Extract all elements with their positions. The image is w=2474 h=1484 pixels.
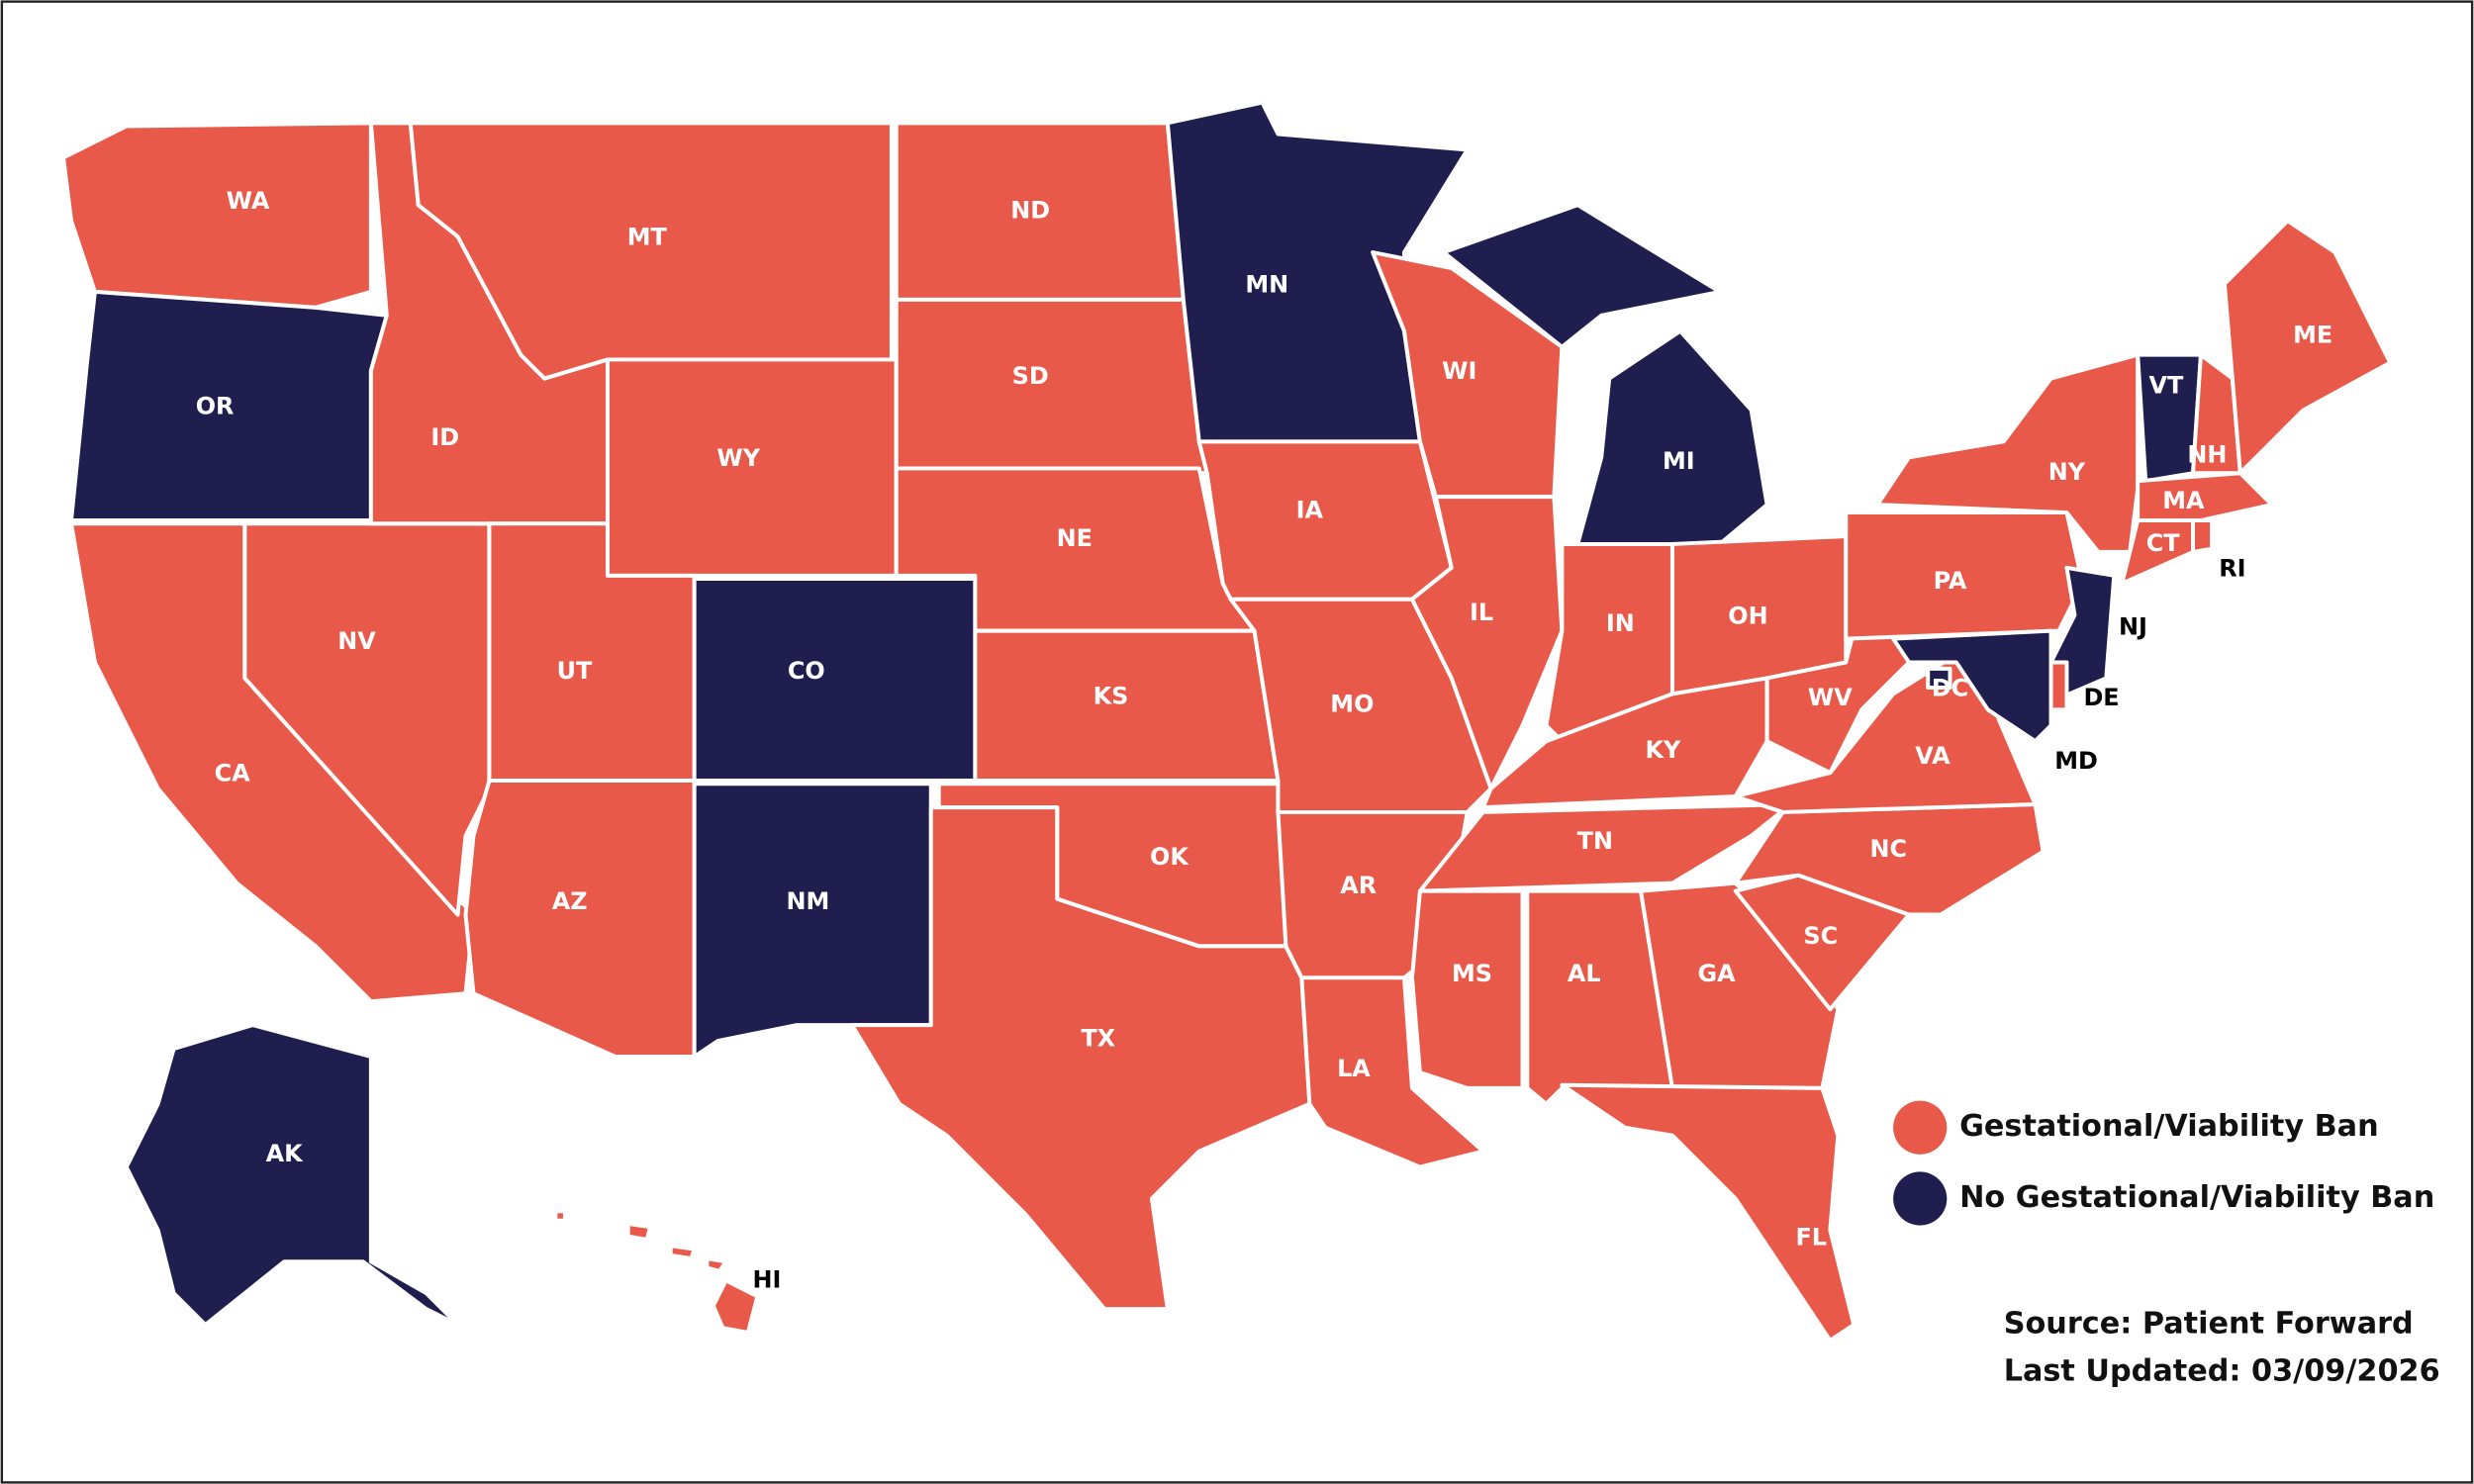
state [1480,676,1769,810]
state-label: RI [2219,554,2245,582]
state [692,782,933,1060]
state [2222,219,2393,476]
state-label: DC [1932,675,1968,702]
state [1891,628,2053,744]
source: Source: Patient Forward [2004,1307,2414,1342]
state [1417,801,1793,893]
state-label: LA [1337,1055,1371,1082]
state-label: NH [2187,441,2227,469]
state-label: MD [2054,747,2098,775]
last-updated: Last Updated: 03/09/2026 [2004,1353,2440,1388]
state-label: OR [196,392,235,419]
state-label: PA [1934,567,1967,595]
legend-label: Gestational/Viability Ban [1959,1109,2379,1144]
state-label: TN [1577,827,1613,855]
state-label: SC [1803,922,1838,950]
state-label: MS [1452,960,1492,987]
state [1875,352,2141,554]
state-label: ND [1010,197,1050,225]
legend-label: No Gestational/Viability Ban [1959,1180,2434,1215]
state-label: KS [1094,683,1129,710]
state-label: IA [1296,496,1324,523]
state-label: NM [787,887,830,915]
state [2191,518,2215,554]
state [894,297,1209,476]
state-label: HI [753,1265,782,1293]
state [61,121,373,310]
state-label: MA [2162,487,2205,514]
state-label: UT [557,657,593,685]
state-label: NJ [2119,612,2147,640]
state-labels: WA OR CA NV ID MT WY UT CO AZ NM ND SD NE KS OK TX MN IA MO… [196,187,2333,1293]
state-label: IN [1606,609,1635,637]
state-label: IL [1470,599,1493,626]
state-label: NV [337,627,376,655]
state-label: WV [1808,684,1853,711]
legend: Gestational/Viability Ban No Gestational/… [1893,1100,2434,1226]
state [1409,888,1525,1090]
state-label: CO [788,657,825,685]
state [1196,439,1454,602]
state-label: AR [1340,872,1377,899]
state [1926,666,1952,690]
states [61,100,2393,1343]
state-label: AL [1568,960,1601,987]
state-label: KY [1645,736,1681,764]
state [2136,471,2274,523]
state-label: GA [1698,960,1737,987]
state-label: NY [2048,458,2086,486]
state-label: FL [1795,1223,1827,1251]
state-label: TX [1081,1024,1115,1052]
state-label: SD [1012,362,1049,390]
state [850,805,1312,1312]
state-label: MN [1245,271,1288,299]
state [1441,203,1769,546]
state-label: VT [2148,372,2184,400]
state-label: NC [1870,835,1908,863]
state-label: VA [1915,742,1951,770]
legend-swatch [1893,1100,1948,1155]
state [1299,975,1485,1169]
state-label: ID [430,423,459,451]
state-label: WA [227,187,270,215]
state-label: MO [1330,691,1374,718]
legend-swatch [1893,1171,1948,1226]
state-label: ME [2293,322,2332,349]
state-label: OH [1728,602,1767,629]
state-label: AZ [552,887,588,915]
state-label: DE [2083,684,2119,711]
state-label: WY [716,444,760,472]
state [124,1023,460,1327]
state-label: OK [1150,843,1189,871]
state-label: MT [627,224,668,251]
state-label: CT [2146,529,2181,557]
state-label: AK [266,1140,305,1167]
state [408,121,894,381]
state [553,1209,760,1335]
state-label: CA [215,760,251,788]
state-label: NE [1057,524,1093,552]
state-label: MI [1663,447,1695,475]
state [692,577,978,784]
state-label: WI [1442,357,1476,385]
state [1560,1082,1856,1343]
